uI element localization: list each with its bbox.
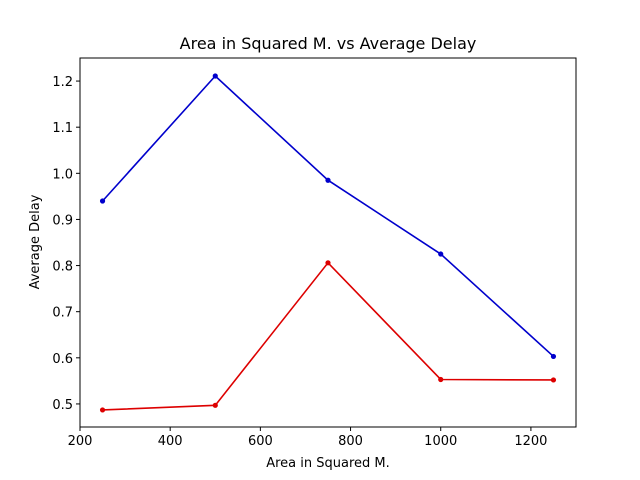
- y-tick-label: 0.6: [52, 352, 73, 367]
- series-2-point: [212, 402, 218, 408]
- y-tick-label: 1.0: [52, 167, 73, 182]
- plot-series: [99, 73, 557, 413]
- series-1-point: [438, 251, 444, 257]
- x-tick-label: 1200: [514, 434, 547, 449]
- series-1-point: [99, 198, 106, 204]
- y-tick-label: 0.7: [52, 306, 73, 321]
- y-axis: 0.5 0.6 0.7 0.8 0.9 1.0 1.1 1.2: [52, 75, 80, 413]
- y-axis-label: Average Delay: [28, 194, 43, 289]
- series-2-point: [550, 377, 557, 383]
- x-tick-label: 400: [158, 434, 183, 449]
- x-tick-label: 800: [338, 434, 363, 449]
- x-tick-label: 600: [248, 434, 273, 449]
- series-1-point: [550, 353, 557, 360]
- series-1-point: [325, 177, 331, 183]
- chart-title: Area in Squared M. vs Average Delay: [180, 34, 477, 53]
- y-tick-label: 1.1: [52, 121, 73, 136]
- series-line-2: [102, 261, 554, 411]
- y-tick-label: 0.9: [52, 213, 73, 228]
- plot-frame: [79, 57, 577, 428]
- series-2-point: [99, 407, 106, 413]
- y-tick-label: 1.2: [52, 75, 73, 90]
- series-2-point: [438, 376, 444, 383]
- x-axis: 200 400 600 800 1000 1200: [68, 427, 547, 449]
- y-tick-label: 0.5: [52, 398, 73, 413]
- x-tick-label: 200: [68, 434, 93, 449]
- x-axis-label: Area in Squared M.: [266, 456, 390, 471]
- series-line-1: [101, 74, 554, 358]
- series-2-point: [325, 260, 331, 266]
- y-tick-label: 0.8: [52, 260, 73, 275]
- series-1-point: [212, 73, 218, 79]
- x-tick-label: 1000: [424, 434, 457, 449]
